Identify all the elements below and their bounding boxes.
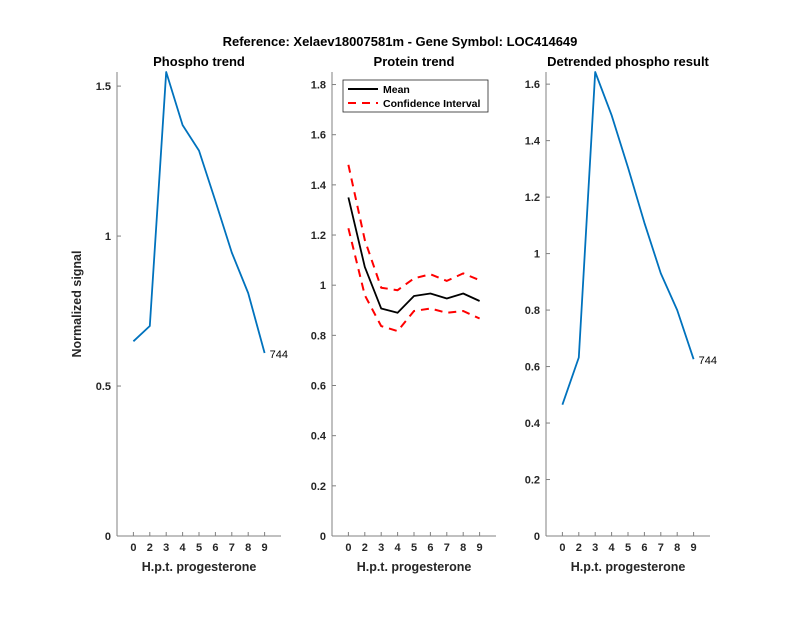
- y-tick-label: 0.6: [525, 362, 540, 374]
- x-tick-label: 4: [609, 542, 616, 554]
- x-tick-label: 2: [362, 542, 368, 554]
- x-tick-label: 2: [147, 542, 153, 554]
- series-end-annotation: 744: [699, 355, 717, 367]
- series-line-detrended-phospho: [561, 71, 695, 405]
- x-tick-label: 6: [212, 542, 218, 554]
- y-tick-label: 0: [105, 531, 111, 543]
- x-tick-label: 3: [378, 542, 384, 554]
- y-tick-label: 0.6: [311, 381, 326, 393]
- x-tick-label: 2: [576, 542, 582, 554]
- series-line-confidence-interval-lower: [347, 228, 481, 333]
- x-tick-label: 0: [345, 542, 351, 554]
- y-tick-label: 1.6: [311, 130, 326, 142]
- subplot-title: Protein trend: [374, 54, 455, 69]
- y-tick-label: 0: [320, 531, 326, 543]
- y-tick-label: 1: [534, 249, 540, 261]
- x-axis-label: H.p.t. progesterone: [571, 560, 686, 574]
- y-tick-label: 0.4: [525, 418, 541, 430]
- x-tick-label: 8: [460, 542, 466, 554]
- x-tick-label: 4: [180, 542, 187, 554]
- x-tick-label: 0: [130, 542, 136, 554]
- legend-label-mean: Mean: [383, 84, 410, 96]
- y-tick-label: 0.8: [525, 305, 540, 317]
- series-line-mean: [347, 197, 480, 314]
- x-tick-label: 3: [163, 542, 169, 554]
- subplot-title: Phospho trend: [153, 54, 245, 69]
- y-tick-label: 1.4: [311, 180, 327, 192]
- subplot-3: 00.20.40.60.811.21.41.60 2 3 4 5 6 7 8 9Detrende…: [525, 54, 717, 574]
- y-tick-label: 0.8: [311, 330, 326, 342]
- x-tick-label: 7: [444, 542, 450, 554]
- y-tick-label: 1.6: [525, 79, 540, 91]
- x-tick-label: 6: [641, 542, 647, 554]
- x-tick-label: 8: [674, 542, 680, 554]
- x-axis-label: H.p.t. progesterone: [142, 560, 257, 574]
- x-tick-label: 3: [592, 542, 598, 554]
- y-tick-label: 1.2: [525, 192, 540, 204]
- x-tick-label: 7: [229, 542, 235, 554]
- y-tick-label: 0.2: [525, 475, 540, 487]
- x-tick-label: 0: [559, 542, 565, 554]
- y-tick-label: 1.8: [311, 80, 326, 92]
- y-tick-label: 1.4: [525, 136, 541, 148]
- y-tick-label: 1: [105, 231, 111, 243]
- x-tick-label: 7: [658, 542, 664, 554]
- y-tick-label: 0.4: [311, 431, 327, 443]
- y-tick-label: 0.2: [311, 481, 326, 493]
- x-tick-label: 6: [427, 542, 433, 554]
- x-tick-label: 9: [477, 542, 483, 554]
- x-tick-label: 8: [245, 542, 251, 554]
- series-end-annotation: 744: [270, 349, 288, 361]
- x-tick-label: 4: [395, 542, 402, 554]
- legend-label-confidence-interval: Confidence Interval: [383, 98, 481, 110]
- x-tick-label: 9: [262, 542, 268, 554]
- series-line-phospho: [132, 71, 266, 354]
- series-line-confidence-interval-upper: [347, 164, 480, 292]
- legend-box: [342, 79, 489, 113]
- figure-title: Reference: Xelaev18007581m - Gene Symbol…: [223, 34, 578, 49]
- y-tick-label: 0.5: [96, 381, 111, 393]
- y-tick-label: 1.2: [311, 230, 326, 242]
- y-tick-label: 0: [534, 531, 540, 543]
- y-tick-label: 1.5: [96, 81, 111, 93]
- x-tick-label: 5: [411, 542, 417, 554]
- x-tick-label: 5: [196, 542, 202, 554]
- y-tick-label: 1: [320, 280, 326, 292]
- subplot-title: Detrended phospho result: [547, 54, 709, 69]
- legend: Mean Confidence Interval: [342, 79, 489, 113]
- y-axis-label: Normalized signal: [70, 251, 84, 358]
- x-axis-label: H.p.t. progesterone: [357, 560, 472, 574]
- x-tick-label: 9: [691, 542, 697, 554]
- subplot-2: 00.20.40.60.811.21.41.61.80 2 3 4 5 6 7 8 9Prote…: [311, 54, 496, 574]
- x-tick-label: 5: [625, 542, 631, 554]
